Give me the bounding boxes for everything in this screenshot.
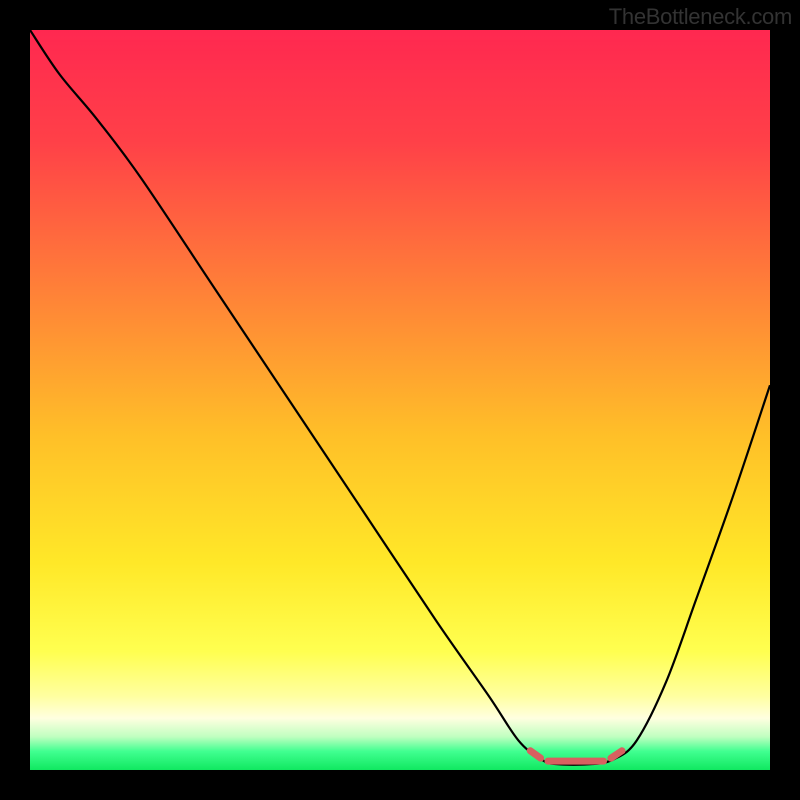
- chart-svg: [30, 30, 770, 770]
- watermark-text: TheBottleneck.com: [609, 4, 792, 30]
- gradient-background: [30, 30, 770, 770]
- chart-plot-area: [30, 30, 770, 770]
